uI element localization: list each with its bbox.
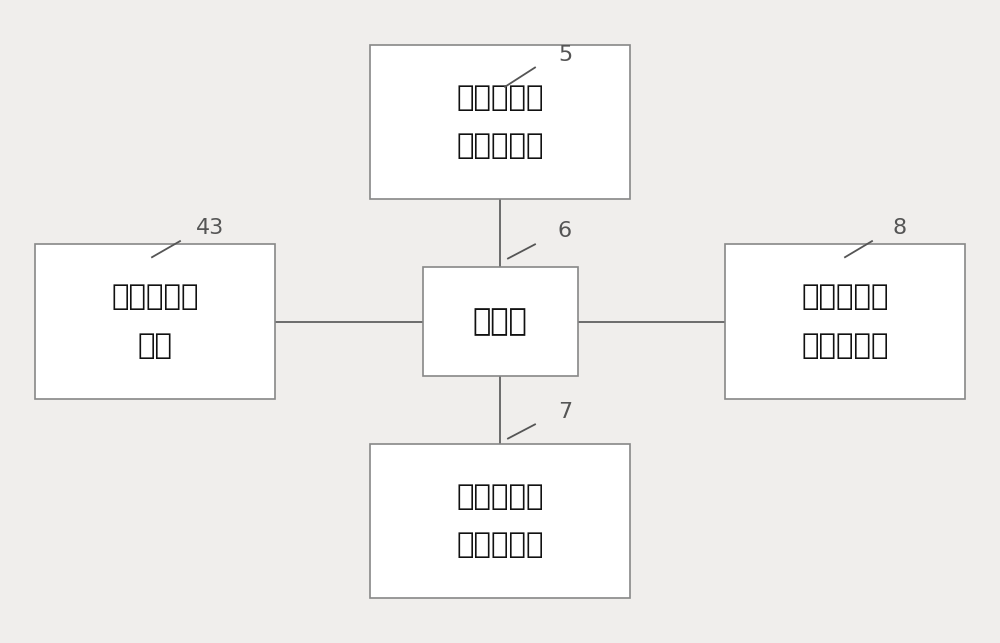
Text: 处理器: 处理器 (473, 307, 527, 336)
Text: 第二打印纸: 第二打印纸 (456, 483, 544, 511)
Text: 送纸胶辊驱: 送纸胶辊驱 (111, 284, 199, 311)
Text: 用尽探测器: 用尽探测器 (456, 132, 544, 160)
Text: 6: 6 (558, 221, 572, 242)
Text: 第一打印纸: 第一打印纸 (456, 84, 544, 112)
Bar (370, 444, 630, 598)
Text: 打印卷纸用: 打印卷纸用 (801, 284, 889, 311)
Text: 用尽探测器: 用尽探测器 (456, 531, 544, 559)
Bar (422, 267, 578, 376)
Text: 5: 5 (558, 44, 572, 65)
Bar (370, 45, 630, 199)
Text: 尽警告装置: 尽警告装置 (801, 332, 889, 359)
Text: 7: 7 (558, 401, 572, 422)
Bar (725, 244, 965, 399)
Bar (35, 244, 275, 399)
Text: 动器: 动器 (138, 332, 173, 359)
Text: 43: 43 (196, 218, 224, 239)
Text: 8: 8 (893, 218, 907, 239)
